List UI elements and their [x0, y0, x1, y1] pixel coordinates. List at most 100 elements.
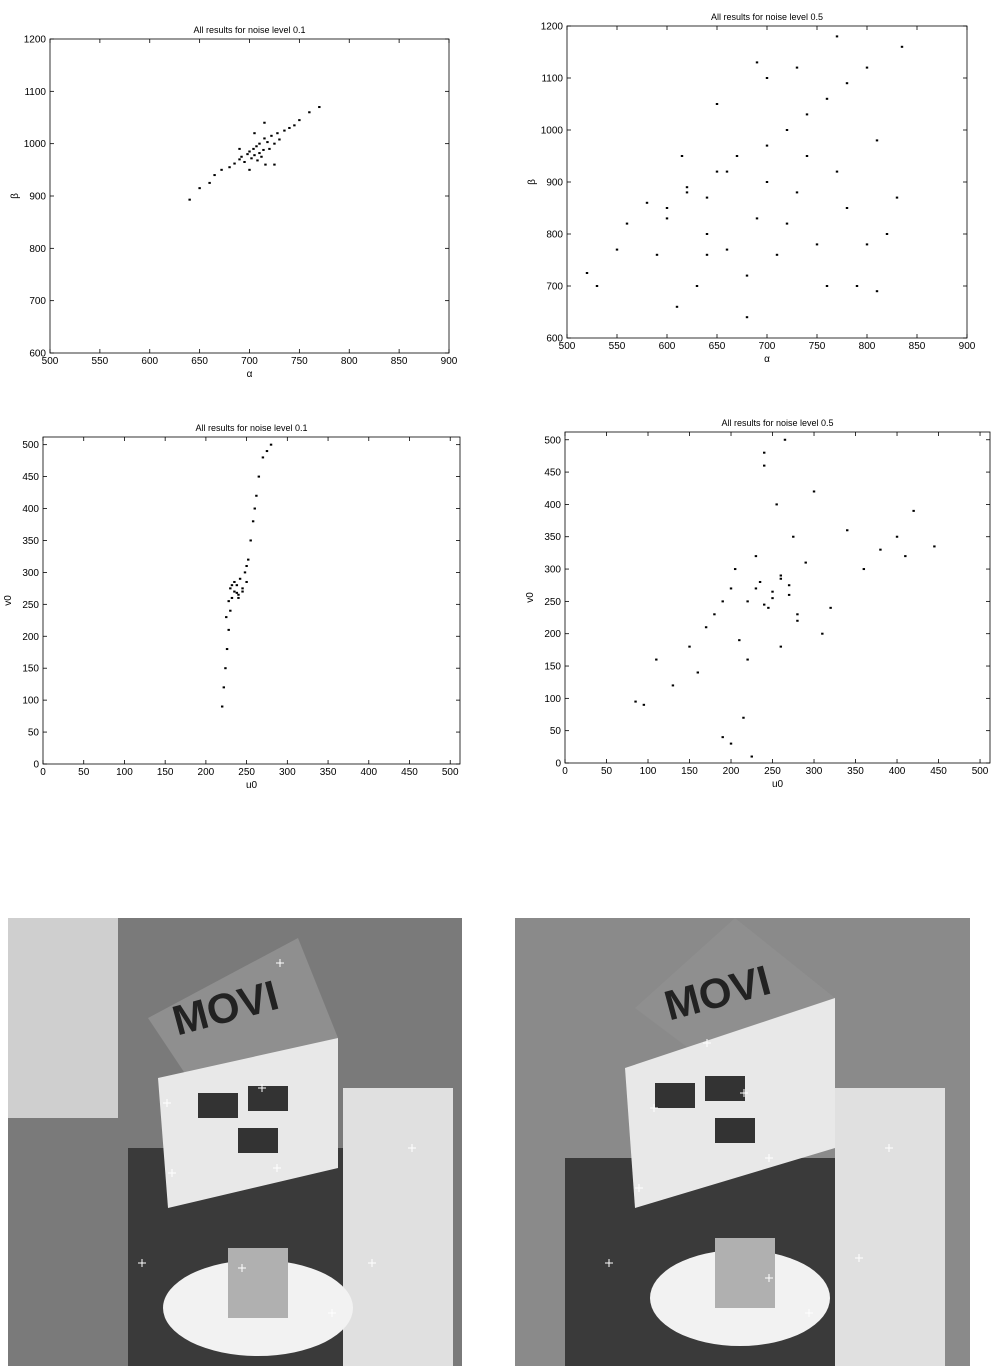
point [253, 132, 256, 135]
point [230, 596, 234, 599]
point [256, 159, 259, 162]
point [845, 207, 849, 209]
point [771, 590, 774, 593]
point [229, 587, 232, 590]
point [933, 545, 936, 548]
y-axis-label: β [527, 179, 538, 185]
point [763, 451, 766, 454]
point [805, 113, 809, 116]
point [795, 66, 799, 69]
y-tick-label: 500 [22, 440, 39, 451]
y-tick-label: 350 [544, 532, 561, 543]
jar [8, 918, 118, 1118]
point [835, 170, 839, 173]
x-tick-label: 450 [401, 767, 418, 778]
x-tick-label: 50 [78, 767, 90, 778]
y-tick-label: 100 [544, 694, 561, 705]
point [733, 568, 737, 571]
point [240, 155, 243, 158]
y-tick-label: 150 [544, 662, 561, 673]
y-tick-label: 400 [544, 500, 561, 511]
x-tick-label: 900 [441, 356, 458, 367]
point [738, 639, 741, 642]
point [266, 141, 269, 144]
point [258, 142, 261, 145]
point [260, 155, 263, 158]
point [787, 593, 791, 596]
point [705, 253, 709, 256]
point [318, 106, 321, 109]
point [765, 77, 769, 79]
x-tick-label: 350 [320, 767, 337, 778]
point [665, 207, 669, 209]
point [688, 645, 691, 648]
point [671, 684, 675, 687]
point [787, 584, 791, 587]
feature-crosses [138, 959, 416, 1317]
y-tick-label: 400 [22, 504, 39, 515]
point [265, 450, 269, 453]
x-tick-label: 700 [759, 341, 776, 352]
x-axis-label: u0 [772, 779, 784, 790]
y-tick-label: 1000 [541, 126, 564, 137]
point [235, 591, 239, 594]
x-tick-label: 500 [559, 341, 576, 352]
x-tick-label: 450 [930, 766, 947, 777]
block [835, 1088, 945, 1366]
x-tick-label: 100 [116, 767, 133, 778]
point [255, 145, 258, 148]
point [804, 561, 807, 564]
window [248, 1086, 288, 1111]
y-axis-label: β [10, 193, 21, 199]
x-tick-label: 150 [157, 767, 174, 778]
house [158, 1038, 338, 1208]
x-tick-label: 400 [889, 766, 906, 777]
point [705, 233, 709, 235]
x-tick-label: 800 [859, 341, 876, 352]
point [237, 593, 240, 596]
plot-frame [42, 436, 461, 765]
point [213, 174, 216, 177]
point [250, 157, 253, 160]
point [763, 464, 766, 467]
point [253, 154, 256, 157]
y-tick-label: 700 [546, 282, 563, 293]
y-tick-label: 300 [22, 568, 39, 579]
point [595, 285, 599, 287]
x-tick-label: 600 [659, 341, 676, 352]
point [855, 285, 859, 287]
point [796, 619, 799, 622]
point [758, 580, 762, 583]
y-tick-label: 50 [28, 728, 40, 739]
x-tick-label: 350 [847, 766, 864, 777]
y-tick-label: 450 [544, 468, 561, 479]
point [779, 574, 783, 577]
point [865, 66, 869, 69]
y-tick-label: 100 [22, 696, 39, 707]
point [675, 305, 679, 308]
point [238, 577, 242, 580]
point [721, 736, 724, 739]
point [746, 658, 749, 661]
point [241, 587, 244, 590]
point [835, 35, 839, 38]
point [252, 147, 255, 150]
point [283, 129, 286, 132]
point [779, 577, 783, 580]
point [257, 475, 261, 478]
point [765, 144, 769, 147]
point [276, 132, 279, 135]
x-tick-label: 0 [562, 766, 568, 777]
point [754, 555, 758, 558]
cube [715, 1238, 775, 1308]
point [885, 233, 889, 235]
y-tick-label: 900 [546, 178, 563, 189]
x-tick-label: 650 [191, 356, 208, 367]
point [685, 191, 689, 194]
point [225, 616, 228, 619]
point [233, 590, 236, 593]
y-tick-label: 200 [544, 629, 561, 640]
point [263, 121, 266, 124]
point [227, 600, 230, 603]
